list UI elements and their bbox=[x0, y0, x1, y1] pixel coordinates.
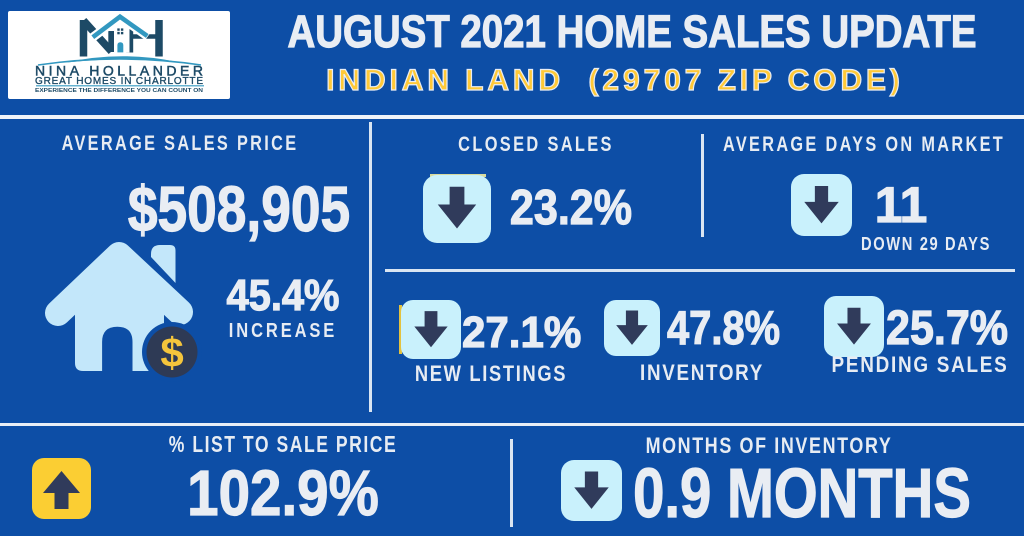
svg-text:GREAT HOMES IN CHARLOTTE: GREAT HOMES IN CHARLOTTE bbox=[35, 76, 203, 87]
svg-text:EXPERIENCE THE DIFFERENCE YOU: EXPERIENCE THE DIFFERENCE YOU CAN COUNT … bbox=[35, 88, 203, 94]
svg-text:$: $ bbox=[160, 329, 183, 376]
svg-text:NINA HOLLANDER: NINA HOLLANDER bbox=[35, 63, 203, 79]
